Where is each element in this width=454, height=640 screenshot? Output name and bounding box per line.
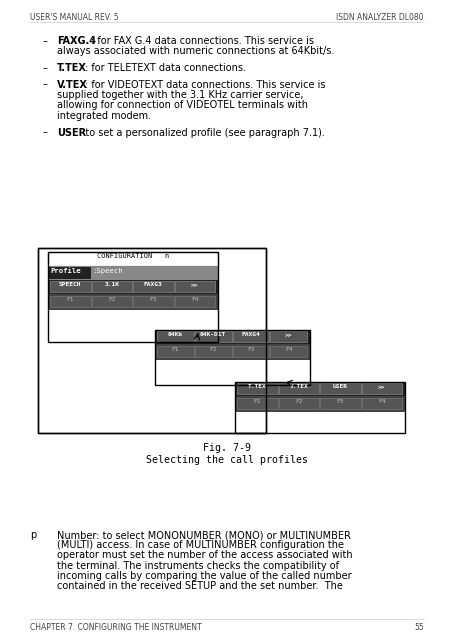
Text: V.TEX: V.TEX bbox=[289, 384, 308, 389]
Text: :Speech: :Speech bbox=[92, 268, 123, 274]
Text: always associated with numeric connections at 64Kbit/s.: always associated with numeric connectio… bbox=[57, 47, 335, 56]
Text: FAXG4: FAXG4 bbox=[242, 332, 260, 337]
Text: T.TEX: T.TEX bbox=[57, 63, 87, 73]
Text: –: – bbox=[43, 79, 48, 90]
Bar bbox=[155, 330, 310, 344]
Text: F1: F1 bbox=[66, 297, 74, 302]
Text: Profile: Profile bbox=[50, 268, 81, 274]
Text: –: – bbox=[43, 36, 48, 46]
Text: F2: F2 bbox=[295, 399, 302, 404]
Text: Fig. 7-9: Fig. 7-9 bbox=[203, 443, 251, 453]
Bar bbox=[235, 382, 405, 433]
Text: V.TEX: V.TEX bbox=[57, 79, 88, 90]
Text: 3.1K: 3.1K bbox=[104, 282, 119, 287]
Text: F1: F1 bbox=[253, 399, 261, 404]
Text: supplied together with the 3.1 KHz carrier service,: supplied together with the 3.1 KHz carri… bbox=[57, 90, 304, 100]
Text: : for FAX G.4 data connections. This service is: : for FAX G.4 data connections. This ser… bbox=[91, 36, 314, 46]
Text: F4: F4 bbox=[285, 347, 292, 352]
Text: operator must set the number of the access associated with: operator must set the number of the acce… bbox=[57, 550, 353, 561]
Bar bbox=[174, 281, 215, 292]
Bar bbox=[38, 248, 266, 433]
Text: Selecting the call profiles: Selecting the call profiles bbox=[146, 455, 308, 465]
Bar bbox=[48, 294, 218, 310]
Bar bbox=[157, 346, 194, 357]
Bar bbox=[155, 344, 310, 360]
Text: USER: USER bbox=[333, 384, 348, 389]
Bar bbox=[235, 382, 405, 396]
Bar bbox=[50, 281, 90, 292]
Text: –: – bbox=[43, 63, 48, 73]
Text: F4: F4 bbox=[378, 399, 385, 404]
Bar bbox=[237, 383, 277, 394]
Bar bbox=[133, 296, 173, 307]
Bar bbox=[48, 252, 218, 266]
Bar bbox=[270, 346, 307, 357]
Text: ISDN ANALYZER DL080: ISDN ANALYZER DL080 bbox=[336, 13, 424, 22]
Text: 55: 55 bbox=[414, 623, 424, 632]
Bar bbox=[48, 252, 218, 342]
Text: CHAPTER 7. CONFIGURING THE INSTRUMENT: CHAPTER 7. CONFIGURING THE INSTRUMENT bbox=[30, 623, 202, 632]
Text: (MULTI) access. In case of MULTINUMBER configuration the: (MULTI) access. In case of MULTINUMBER c… bbox=[57, 540, 344, 550]
Text: SPEECH: SPEECH bbox=[59, 282, 82, 287]
Bar bbox=[232, 346, 269, 357]
Bar bbox=[278, 398, 319, 409]
Text: FAXG.4: FAXG.4 bbox=[57, 36, 96, 46]
Text: contained in the received SETUP and the set number.  The: contained in the received SETUP and the … bbox=[57, 581, 343, 591]
Bar bbox=[270, 331, 307, 342]
Text: >>: >> bbox=[378, 384, 385, 389]
Text: Number: to select MONONUMBER (MONO) or MULTINUMBER: Number: to select MONONUMBER (MONO) or M… bbox=[57, 530, 351, 540]
Bar bbox=[157, 331, 194, 342]
Text: F4: F4 bbox=[191, 297, 198, 302]
Bar bbox=[49, 267, 91, 279]
Bar bbox=[320, 383, 360, 394]
Text: USER: USER bbox=[57, 127, 86, 138]
Text: –: – bbox=[43, 127, 48, 138]
Text: F1: F1 bbox=[172, 347, 179, 352]
Text: integrated modem.: integrated modem. bbox=[57, 111, 151, 121]
Text: F2: F2 bbox=[108, 297, 115, 302]
Bar bbox=[48, 266, 218, 280]
Text: 64Kb: 64Kb bbox=[168, 332, 183, 337]
Bar bbox=[38, 248, 266, 433]
Bar bbox=[361, 383, 402, 394]
Text: >>: >> bbox=[191, 282, 198, 287]
Bar bbox=[48, 280, 218, 294]
Bar bbox=[195, 346, 232, 357]
Bar bbox=[278, 383, 319, 394]
Text: F3: F3 bbox=[149, 297, 157, 302]
Bar bbox=[237, 398, 277, 409]
Bar bbox=[195, 331, 232, 342]
Bar bbox=[50, 296, 90, 307]
Bar bbox=[320, 398, 360, 409]
Text: F3: F3 bbox=[247, 347, 255, 352]
Bar bbox=[232, 331, 269, 342]
Text: : to set a personalized profile (see paragraph 7.1).: : to set a personalized profile (see par… bbox=[79, 127, 325, 138]
Text: F2: F2 bbox=[209, 347, 217, 352]
Text: CONFIGURATION   n: CONFIGURATION n bbox=[97, 253, 169, 259]
Bar bbox=[133, 281, 173, 292]
Text: FAXG3: FAXG3 bbox=[144, 282, 163, 287]
Text: USER'S MANUAL REV. 5: USER'S MANUAL REV. 5 bbox=[30, 13, 118, 22]
Text: >>: >> bbox=[285, 332, 292, 337]
Bar bbox=[92, 281, 132, 292]
Bar bbox=[155, 330, 310, 385]
Bar bbox=[174, 296, 215, 307]
Text: : for VIDEOTEXT data connections. This service is: : for VIDEOTEXT data connections. This s… bbox=[85, 79, 326, 90]
Text: incoming calls by comparing the value of the called number: incoming calls by comparing the value of… bbox=[57, 571, 352, 581]
Text: 64K-D1T: 64K-D1T bbox=[200, 332, 226, 337]
Bar bbox=[92, 296, 132, 307]
Bar bbox=[235, 396, 405, 412]
Text: F3: F3 bbox=[336, 399, 344, 404]
Bar bbox=[361, 398, 402, 409]
Text: T.TEX: T.TEX bbox=[248, 384, 266, 389]
Text: p: p bbox=[30, 530, 36, 540]
Text: : for TELETEXT data connections.: : for TELETEXT data connections. bbox=[85, 63, 246, 73]
Text: allowing for connection of VIDEOTEL terminals with: allowing for connection of VIDEOTEL term… bbox=[57, 100, 308, 111]
Text: the terminal. The instruments checks the compatibility of: the terminal. The instruments checks the… bbox=[57, 561, 339, 571]
